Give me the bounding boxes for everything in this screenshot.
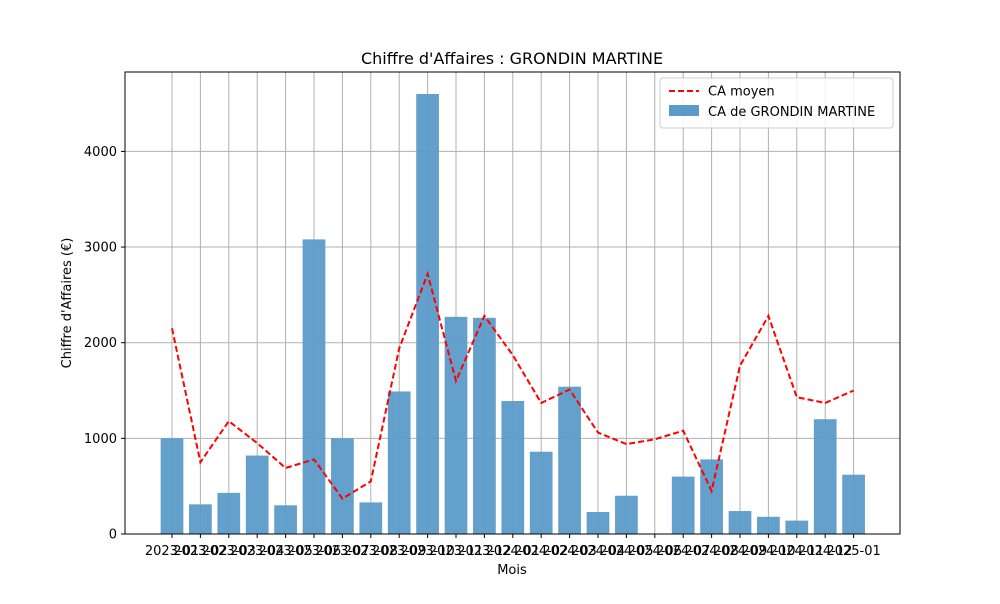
x-tick-label: 2024-01 [486,544,540,559]
y-axis-label: Chiffre d'Affaires (€) [60,238,75,369]
bar [217,492,241,534]
x-tick-label: 2023-09 [372,544,426,559]
bar [558,386,581,534]
x-tick-label: 2023-12 [457,544,511,559]
legend-box [659,77,894,129]
y-tick-label: 0 [109,528,117,543]
x-tick-label: 2024-06 [628,544,682,559]
x-tick-label: 2023-05 [258,544,312,559]
x-tick-label: 2024-10 [741,544,795,559]
bar [813,419,837,534]
bar [444,316,468,534]
x-tick-label: 2024-12 [798,544,852,559]
x-tick-label: 2025-01 [826,544,880,559]
x-tick-label: 2024-11 [770,544,824,559]
y-axis: 0 1000 2000 3000 4000 [84,145,125,543]
y-tick-label: 2000 [84,336,117,351]
x-tick-label: 2023-04 [230,544,284,559]
legend-label-ca-moyen: CA moyen [708,85,775,100]
bar [785,520,809,534]
bar [615,495,638,534]
x-tick-label: 2024-02 [514,544,568,559]
x-tick-label: 2023-06 [287,544,341,559]
x-tick-label: 2023-11 [429,544,483,559]
y-tick-label: 3000 [84,241,117,256]
x-axis-label: Mois [497,563,527,578]
x-tick-label: 2023-02 [173,544,227,559]
y-tick-label: 4000 [84,145,117,160]
bar [700,459,723,534]
bar [728,511,752,534]
x-tick-label: 2024-04 [571,544,625,559]
bar [160,438,184,534]
bar [842,474,865,534]
bar [757,516,780,534]
x-tick-label: 2023-03 [202,544,256,559]
legend-label-ca-grondin: CA de GRONDIN MARTINE [708,105,875,120]
bar [529,451,553,534]
bar [416,94,439,534]
bar [245,455,269,534]
x-tick-label: 2024-03 [542,544,596,559]
x-tick-label: 2023-08 [344,544,398,559]
x-axis: 2023-012023-022023-032023-042023-052023-… [145,534,881,559]
chart-title: Chiffre d'Affaires : GRONDIN MARTINE [361,49,663,68]
bar [331,438,354,534]
bar [274,505,297,534]
bar [473,317,496,534]
x-tick-label: 2023-07 [315,544,369,559]
legend: CA moyen CA de GRONDIN MARTINE [659,77,894,129]
x-tick-label: 2023-10 [400,544,454,559]
bar [359,502,383,534]
bars [160,94,865,535]
legend-swatch-ca-grondin [669,105,699,116]
bar [586,512,610,534]
y-tick-label: 1000 [84,432,117,447]
bar [302,239,326,535]
bar [387,391,411,534]
bar [189,504,212,534]
x-tick-label: 2024-08 [684,544,738,559]
x-tick-label: 2024-09 [713,544,767,559]
x-tick-label: 2024-05 [599,544,653,559]
bar [501,401,525,534]
x-tick-label: 2023-01 [145,544,199,559]
x-tick-label: 2024-07 [656,544,710,559]
bar [671,476,695,534]
